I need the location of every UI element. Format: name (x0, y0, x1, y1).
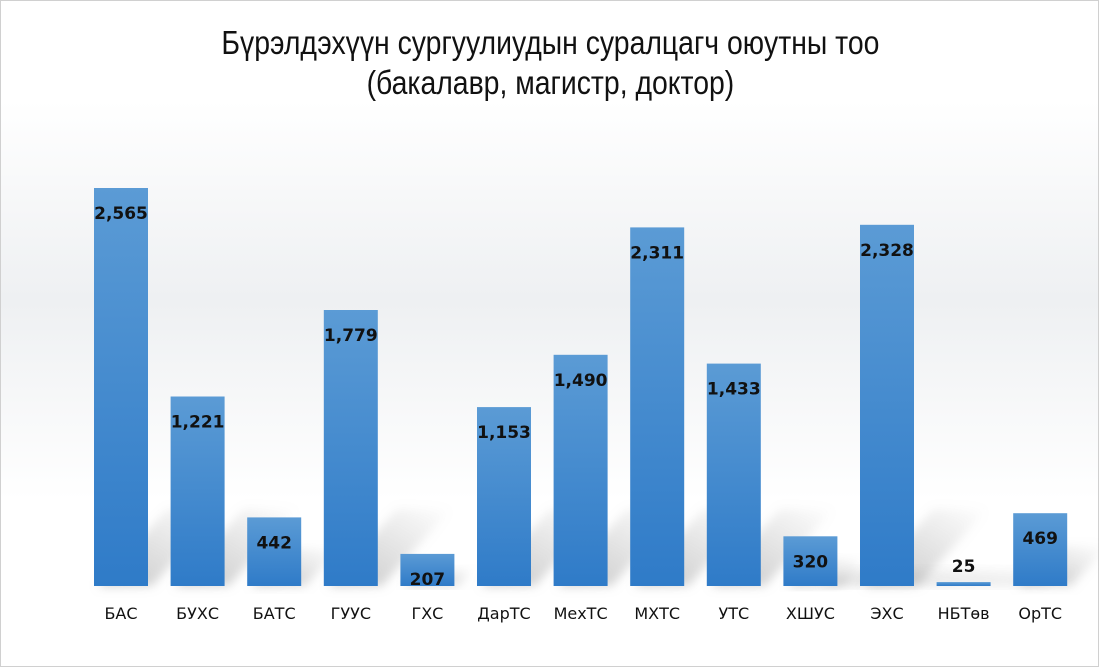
value-label-МехТС: 1,490 (554, 371, 608, 391)
value-label-ГУУС: 1,779 (324, 326, 378, 346)
category-label-ГУУС: ГУУС (331, 604, 371, 623)
value-label-БАТС: 442 (256, 533, 292, 553)
bar-ЭХС (860, 224, 914, 587)
bar-БУХС (170, 396, 225, 586)
bar-МХТС (630, 227, 685, 586)
value-label-ХШУС: 320 (793, 552, 829, 572)
value-label-УТС: 1,433 (707, 380, 761, 400)
value-label-ДарТС: 1,153 (477, 423, 531, 443)
value-label-БУХС: 1,221 (171, 413, 225, 433)
bar-ДарТС (477, 407, 531, 586)
bars-group (94, 188, 1068, 587)
value-label-МХТС: 2,311 (630, 243, 684, 263)
category-label-БАС: БАС (104, 604, 137, 623)
bar-ОрТС (1013, 513, 1068, 586)
chart-title-line-2: (бакалавр, магистр, доктор) (366, 64, 735, 101)
category-label-ХШУС: ХШУС (786, 604, 835, 623)
bar-УТС (706, 363, 761, 586)
chart-title: Бүрэлдэхүүн сургуулиудын суралцагч оюутн… (78, 23, 1023, 103)
value-label-ГХС: 207 (410, 570, 446, 590)
bar-МехТС (553, 354, 608, 586)
category-label-УТС: УТС (718, 604, 749, 623)
bar-ГХС (400, 553, 455, 586)
bar-ГУУС (323, 310, 378, 586)
category-label-МХТС: МХТС (634, 604, 680, 623)
value-label-БАС: 2,565 (94, 204, 148, 224)
category-label-ГХС: ГХС (411, 604, 443, 623)
category-labels-group: БАС БУХС БАТС ГУУС ГХС ДарТС МехТС МХТС УТС ХШУС Э… (104, 604, 1062, 623)
value-label-ОрТС: 469 (1022, 529, 1058, 549)
value-label-ЭХС: 2,328 (860, 241, 914, 261)
bar-БАТС (247, 517, 302, 586)
value-labels-group: 2,565 1,221 442 1,779 207 1,153 1,490 2,311 1,43… (94, 204, 1058, 590)
value-label-НБТөв: 25 (952, 557, 976, 577)
category-label-ОрТС: ОрТС (1018, 604, 1062, 623)
bar-ХШУС (783, 536, 838, 586)
category-label-ДарТС: ДарТС (477, 604, 530, 623)
category-label-БУХС: БУХС (176, 604, 219, 623)
bar-БАС (94, 188, 148, 586)
category-label-МехТС: МехТС (554, 604, 608, 623)
category-label-БАТС: БАТС (253, 604, 296, 623)
bar-НБТөв (936, 582, 991, 586)
chart-title-line-1: Бүрэлдэхүүн сургуулиудын суралцагч оюутн… (221, 24, 880, 61)
category-label-НБТөв: НБТөв (938, 604, 990, 623)
category-label-ЭХС: ЭХС (870, 604, 903, 623)
